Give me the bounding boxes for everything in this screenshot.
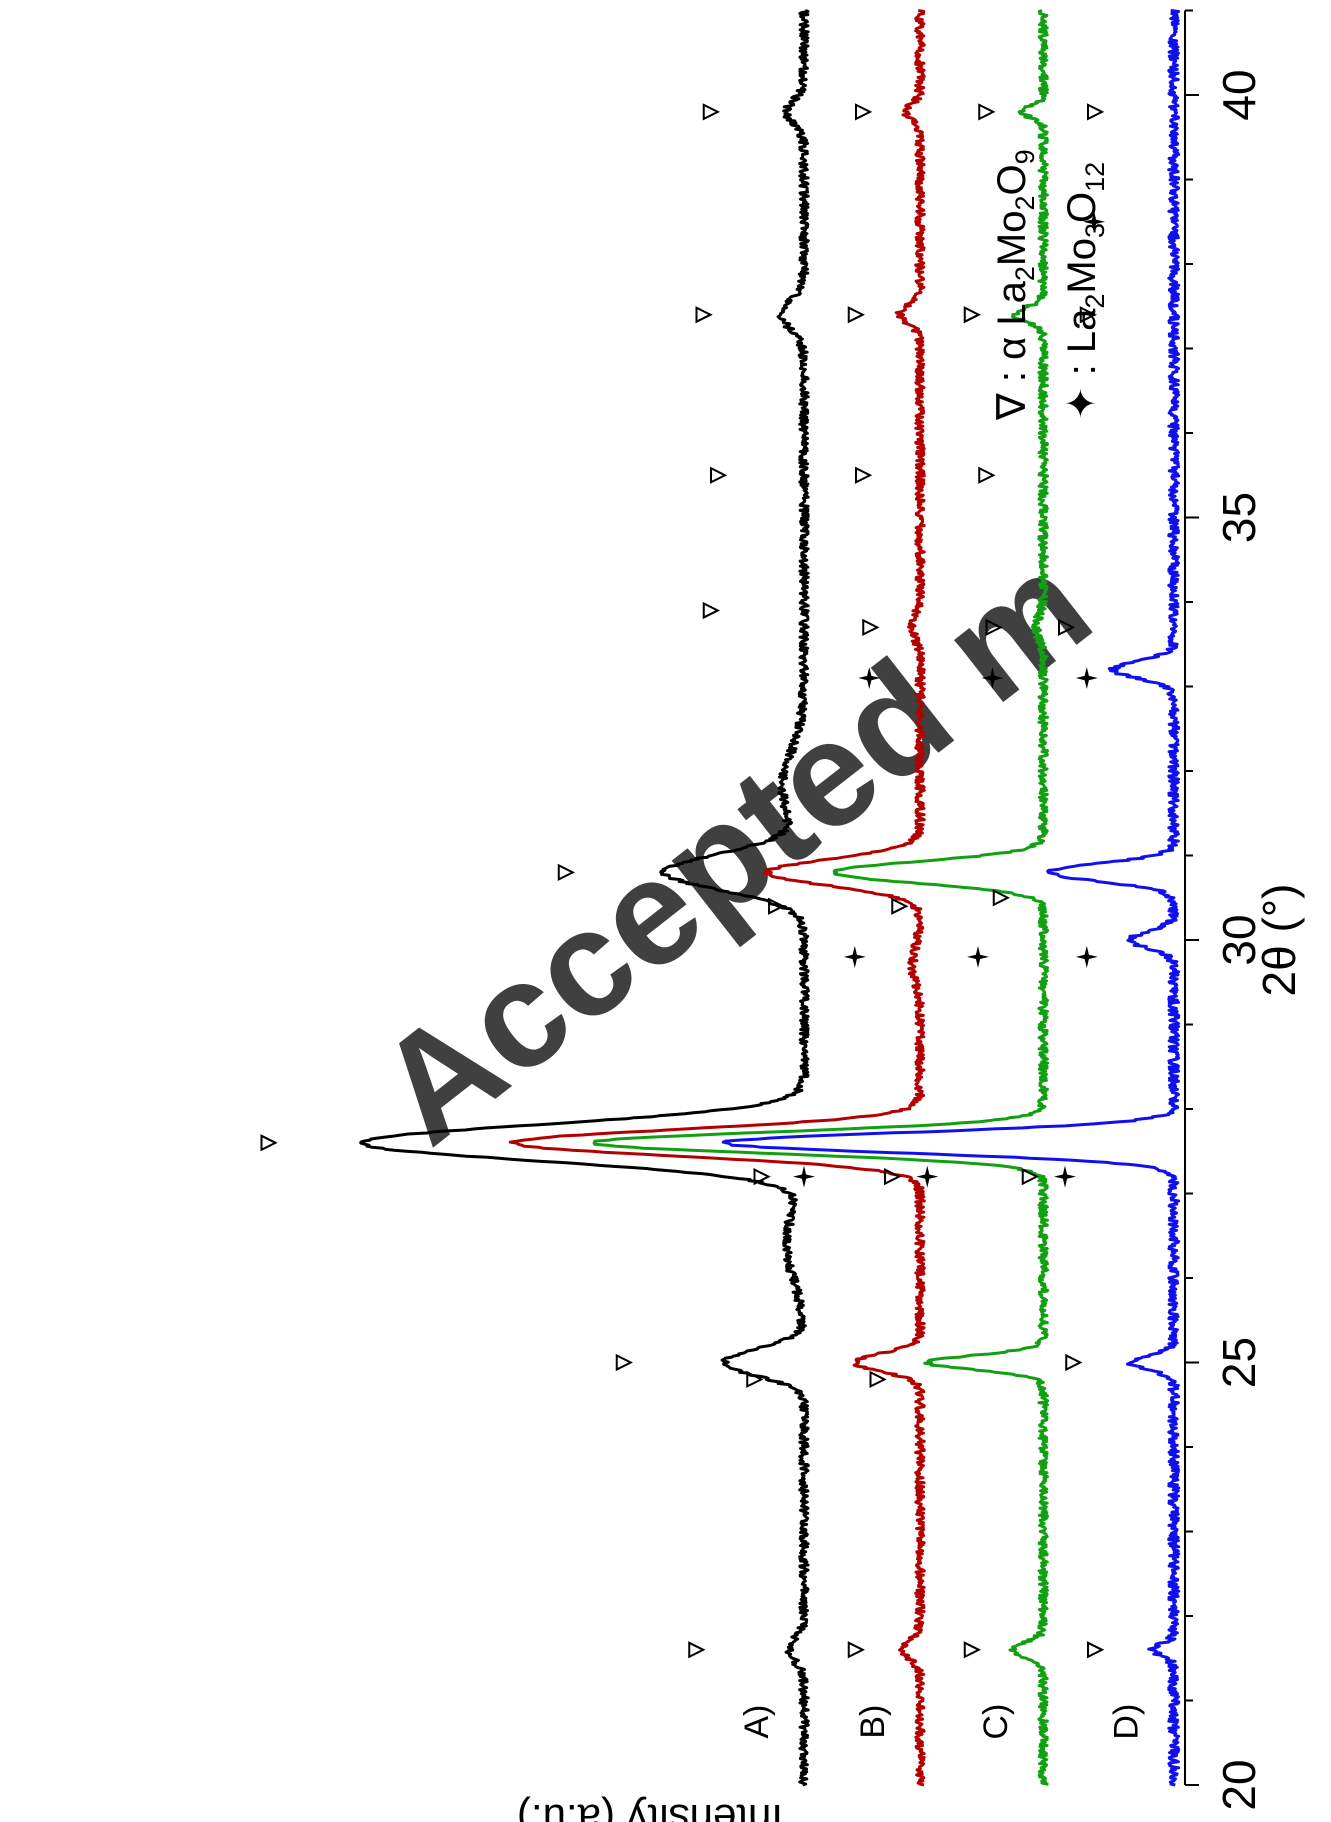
marker-triangle-2-11 — [855, 103, 873, 121]
x-tick-label-4: 35 — [1213, 492, 1265, 543]
legend-separator: : — [990, 360, 1034, 393]
marker-triangle-2-9 — [855, 466, 873, 484]
marker-triangle-4-9 — [1079, 306, 1097, 324]
x-tick-label-3: 30 — [1213, 914, 1265, 965]
marker-star-3-7 — [981, 667, 1004, 689]
marker-star-4-5 — [1075, 945, 1098, 968]
marker-triangle-3-11 — [978, 103, 996, 121]
marker-star-4-4 — [1054, 1165, 1076, 1188]
series-line-1 — [359, 9, 810, 1787]
svg-text:∇ : α La2Mo2O9: ∇ : α La2Mo2O9 — [990, 149, 1040, 421]
marker-triangle-4-11 — [1087, 103, 1105, 121]
x-axis: 20 25 30 35 40 — [1184, 9, 1265, 1811]
marker-triangle-2-3 — [753, 1167, 771, 1186]
marker-triangle-1-7 — [695, 306, 713, 324]
marker-triangle-2-6 — [768, 897, 786, 915]
series-line-4 — [721, 9, 1181, 1787]
marker-star-3-5 — [967, 945, 989, 968]
legend-formula-part: Mo — [1060, 238, 1104, 294]
legend: ∇ : α La2Mo2O9✦ : La2Mo3O12 — [990, 149, 1110, 421]
legend-formula-part: 3 — [1080, 223, 1110, 238]
legend-formula-part: 2 — [1010, 266, 1040, 281]
marker-triangle-3-3 — [884, 1167, 902, 1186]
x-axis-label: 2θ (°) — [1253, 884, 1305, 997]
x-tick-label-1: 20 — [1213, 1759, 1265, 1810]
marker-triangle-2-1 — [847, 1641, 865, 1659]
x-tick-label-5: 40 — [1213, 69, 1265, 120]
series-label-1: A) — [738, 1705, 776, 1739]
marker-star-4-10 — [1083, 210, 1105, 233]
axis-labels: 2θ (°) Intensity (a.u.) — [517, 884, 1305, 1822]
marker-star-2-4 — [793, 1165, 815, 1188]
x-tick-label-2: 25 — [1213, 1337, 1265, 1388]
plot-area: A) B) C) D) — [260, 9, 1181, 1787]
svg-text:✦ : La2Mo3O12: ✦ : La2Mo3O12 — [1060, 162, 1110, 420]
legend-entry-1: ∇ : α La2Mo2O9 — [990, 149, 1040, 421]
marker-star-4-7 — [1075, 667, 1098, 689]
marker-triangle-2-8 — [862, 618, 880, 636]
marker-triangle-1-8 — [702, 103, 720, 121]
marker-star-2-5 — [843, 945, 866, 968]
legend-formula-part: La — [1060, 308, 1104, 353]
legend-entry-2: ✦ : La2Mo3O12 — [1060, 162, 1110, 420]
marker-triangle-3-10 — [963, 306, 981, 324]
legend-formula-part: La — [990, 280, 1034, 325]
marker-triangle-2-2 — [746, 1370, 764, 1389]
legend-formula-part: Mo — [990, 211, 1034, 267]
series-label-4: D) — [1108, 1704, 1146, 1740]
marker-triangle-1-1 — [688, 1641, 706, 1659]
legend-formula-part: O — [990, 164, 1034, 195]
marker-triangle-1-5 — [702, 601, 720, 620]
series-label-2: B) — [854, 1705, 892, 1739]
legend-formula-part: 9 — [1010, 149, 1040, 164]
marker-triangle-1-2 — [615, 1353, 633, 1372]
legend-marker: ✦ — [1060, 386, 1104, 420]
legend-formula-part: 2 — [1010, 196, 1040, 211]
marker-triangle-1-4 — [557, 863, 575, 882]
series-label-3: C) — [977, 1704, 1015, 1740]
marker-triangle-4-2 — [1065, 1353, 1083, 1372]
marker-triangle-1-3 — [260, 1134, 278, 1152]
marker-triangle-3-2 — [869, 1370, 887, 1389]
legend-separator: : — [1060, 353, 1104, 386]
marker-star-3-4 — [916, 1165, 939, 1188]
marker-triangle-4-1 — [1087, 1641, 1105, 1659]
legend-marker: ∇ — [990, 393, 1034, 421]
marker-triangle-4-8 — [1058, 618, 1076, 636]
legend-prefix: α — [990, 326, 1034, 360]
marker-triangle-1-6 — [710, 466, 728, 484]
watermark: Accepted m — [346, 519, 1119, 1175]
marker-star-2-7 — [858, 667, 881, 689]
marker-triangle-3-6 — [891, 897, 909, 915]
marker-triangle-3-8 — [985, 618, 1003, 636]
marker-triangle-4-3 — [1021, 1167, 1039, 1186]
y-axis-label: Intensity (a.u.) — [517, 1796, 783, 1822]
legend-formula-part: 12 — [1080, 162, 1110, 192]
marker-triangle-2-10 — [847, 306, 865, 324]
watermark-layer: Accepted m — [346, 519, 1119, 1175]
legend-formula-part: 2 — [1080, 294, 1110, 309]
marker-triangle-4-6 — [992, 889, 1010, 907]
marker-triangle-3-1 — [963, 1641, 981, 1659]
series-line-2 — [508, 9, 926, 1787]
series-line-3 — [592, 9, 1050, 1786]
legend-formula-part: O — [1060, 192, 1104, 223]
marker-triangle-3-9 — [978, 466, 996, 484]
